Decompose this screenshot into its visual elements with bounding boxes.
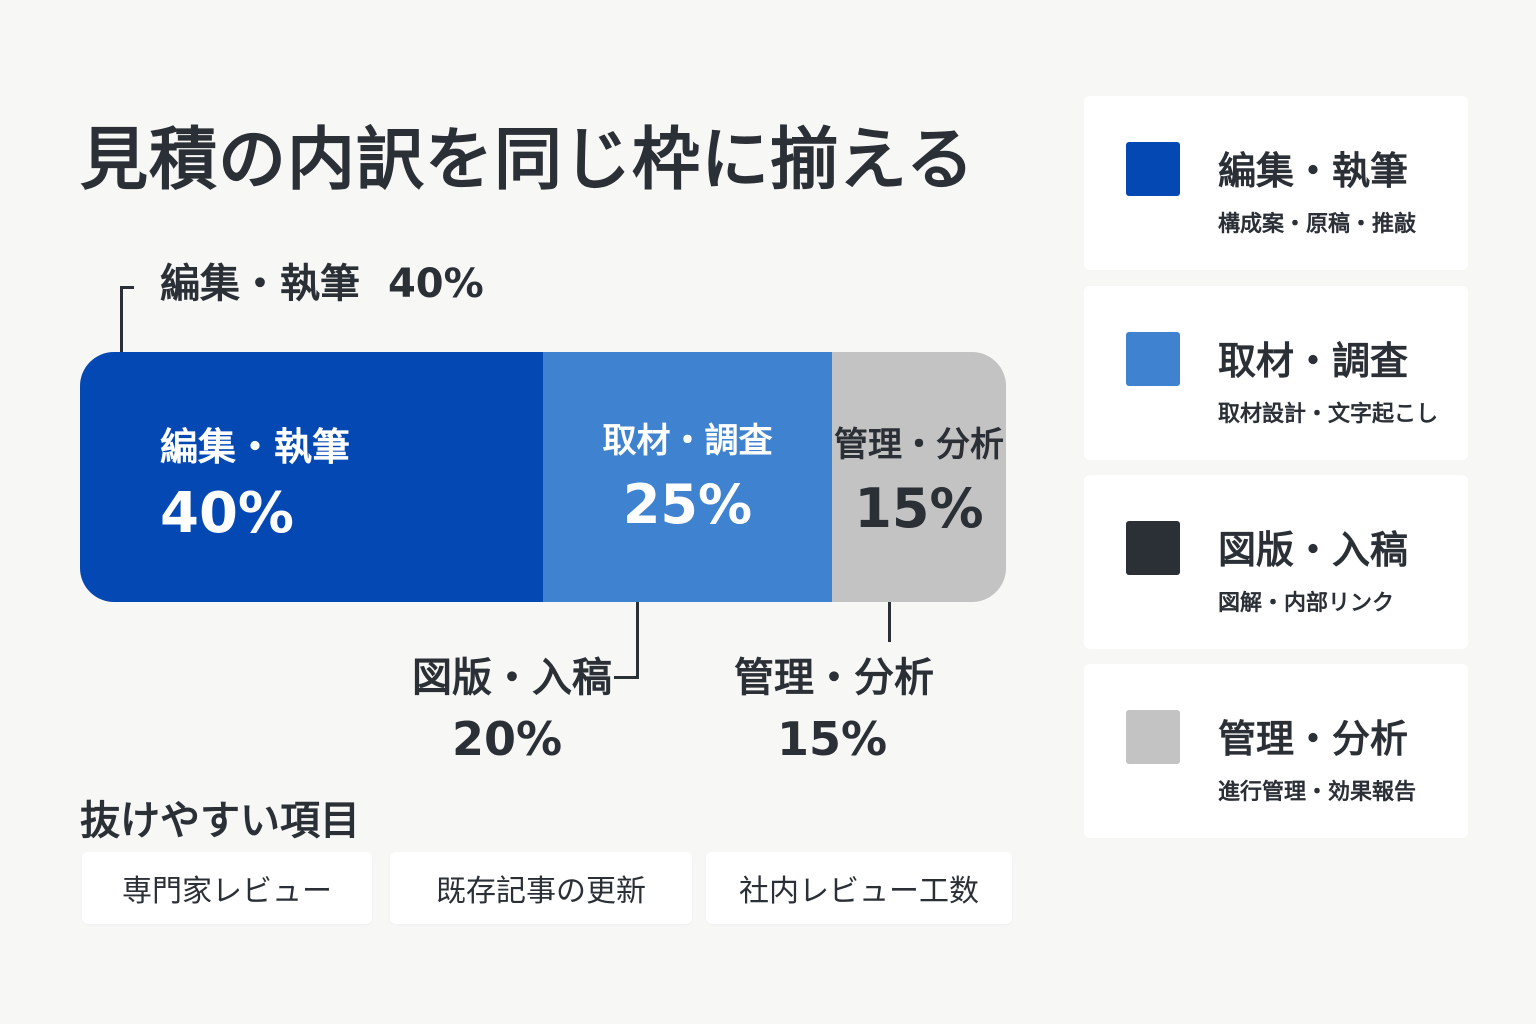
legend-title: 管理・分析	[1218, 717, 1409, 761]
bar-segment-value: 15%	[854, 477, 984, 540]
bar-segment: 管理・分析 15%	[832, 352, 1006, 602]
missing-items-title: 抜けやすい項目	[80, 798, 360, 844]
bar-segment-name: 編集・執筆	[160, 425, 351, 469]
legend-title: 取材・調査	[1218, 339, 1409, 383]
callout-graphics-value: 20%	[451, 712, 563, 766]
legend-subtitle: 図解・内部リンク	[1218, 591, 1395, 616]
legend-title: 編集・執筆	[1218, 149, 1409, 193]
legend-swatch	[1126, 710, 1180, 764]
legend-item-management: 管理・分析 進行管理・効果報告	[1084, 664, 1468, 838]
legend-item-research: 取材・調査 取材設計・文字起こし	[1084, 286, 1468, 460]
bar-segment-name: 取材・調査	[602, 421, 773, 461]
bar-segment: 編集・執筆 40%	[80, 352, 543, 602]
legend-item-editing: 編集・執筆 構成案・原稿・推敲	[1084, 96, 1468, 270]
legend-subtitle: 進行管理・効果報告	[1218, 780, 1417, 805]
missing-item-label: 既存記事の更新	[436, 874, 646, 909]
missing-item-chip: 社内レビュー工数	[706, 852, 1012, 924]
callout-editing-label: 編集・執筆	[160, 261, 360, 307]
missing-item-label: 専門家レビュー	[122, 874, 332, 909]
legend-swatch	[1126, 142, 1180, 196]
bar-segment: 取材・調査 25%	[543, 352, 832, 602]
bar-segment-value: 40%	[160, 481, 295, 546]
callout-graphics-label: 図版・入稿	[412, 655, 612, 701]
callout-management: 管理・分析 15%	[734, 655, 934, 766]
callout-graphics: 図版・入稿 20%	[412, 655, 612, 766]
missing-item-chip: 専門家レビュー	[82, 852, 372, 924]
bar-segment-name: 管理・分析	[834, 425, 1004, 465]
callout-management-value: 15%	[776, 712, 888, 766]
callout-connector-editing-tick	[120, 286, 134, 289]
missing-item-label: 社内レビュー工数	[739, 874, 979, 909]
callout-connector-graphics-tick	[614, 676, 639, 679]
missing-item-chip: 既存記事の更新	[390, 852, 692, 924]
callout-management-label: 管理・分析	[734, 655, 934, 701]
callout-connector-editing	[120, 286, 123, 352]
callout-connector-management	[888, 602, 891, 642]
callout-editing-value: 40%	[387, 261, 484, 307]
legend-subtitle: 構成案・原稿・推敲	[1218, 212, 1417, 237]
legend-title: 図版・入稿	[1218, 528, 1409, 572]
bar-segment-value: 25%	[622, 473, 753, 536]
page-title: 見積の内訳を同じ枠に揃える	[80, 121, 975, 200]
callout-connector-graphics	[636, 602, 639, 678]
callout-editing: 編集・執筆 40%	[160, 264, 484, 304]
legend-swatch	[1126, 332, 1180, 386]
legend-item-graphics: 図版・入稿 図解・内部リンク	[1084, 475, 1468, 649]
stacked-bar: 編集・執筆 40% 取材・調査 25% 管理・分析 15%	[80, 352, 1006, 602]
legend-swatch	[1126, 521, 1180, 575]
legend-subtitle: 取材設計・文字起こし	[1218, 402, 1439, 427]
